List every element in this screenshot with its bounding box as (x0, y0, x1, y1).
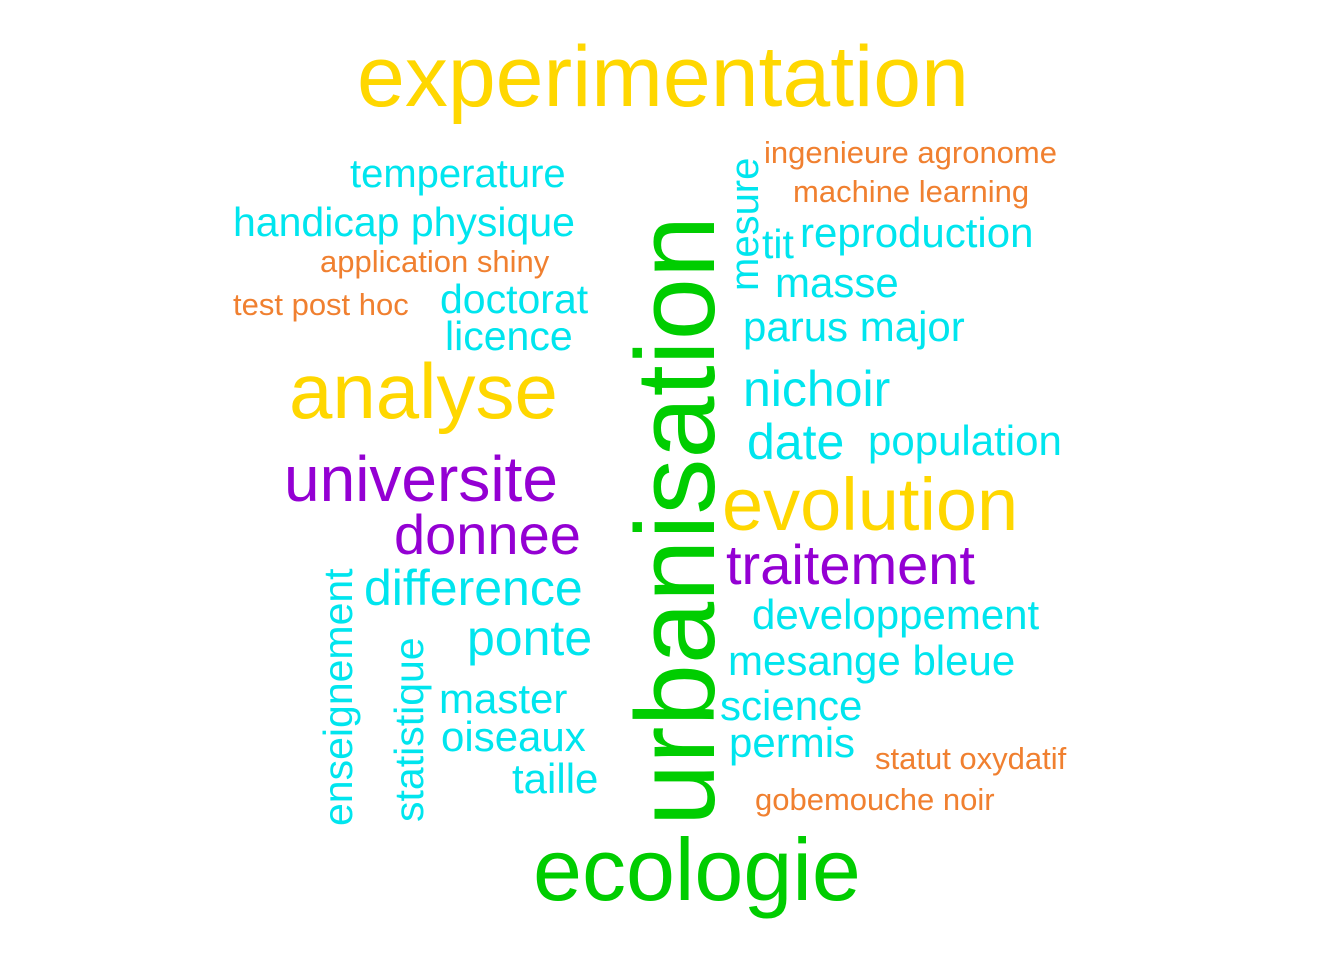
word-nichoir: nichoir (743, 361, 891, 417)
word-temperature: temperature (350, 152, 566, 196)
word-experimentation: experimentation (357, 29, 969, 125)
word-permis: permis (729, 719, 856, 766)
word-ponte: ponte (467, 610, 593, 666)
word-test-post-hoc: test post hoc (233, 287, 409, 322)
word-ingenieure-agronome: ingenieure agronome (764, 135, 1057, 170)
word-enseignement: enseignement (315, 568, 361, 826)
word-urbanisation: urbanisation (613, 215, 738, 826)
word-ecologie: ecologie (533, 820, 861, 919)
word-reproduction: reproduction (800, 209, 1034, 256)
word-developpement: developpement (752, 591, 1040, 638)
word-machine-learning: machine learning (793, 174, 1030, 209)
word-master: master (439, 675, 568, 722)
word-licence: licence (445, 313, 573, 359)
word-analyse: analyse (289, 347, 558, 435)
word-oiseaux: oiseaux (441, 713, 586, 760)
word-tit: tit (762, 221, 794, 267)
word-gobemouche-noir: gobemouche noir (755, 782, 995, 817)
word-mesure: mesure (723, 157, 767, 291)
word-evolution: evolution (722, 463, 1019, 546)
word-application-shiny: application shiny (320, 244, 550, 279)
word-handicap-physique: handicap physique (233, 199, 575, 245)
word-donnee: donnee (394, 503, 581, 566)
word-science: science (720, 682, 863, 729)
word-masse: masse (775, 259, 899, 306)
word-universite: universite (284, 443, 558, 515)
word-doctorat: doctorat (440, 276, 589, 322)
word-difference: difference (364, 560, 583, 616)
word-statistique: statistique (386, 637, 432, 822)
word-statut-oxydatif: statut oxydatif (875, 741, 1067, 776)
word-date: date (747, 414, 845, 470)
word-taille: taille (512, 755, 599, 802)
word-population: population (868, 417, 1062, 464)
word-traitement: traitement (726, 533, 975, 596)
word-parus-major: parus major (743, 303, 965, 350)
word-mesange-bleue: mesange bleue (728, 637, 1016, 684)
